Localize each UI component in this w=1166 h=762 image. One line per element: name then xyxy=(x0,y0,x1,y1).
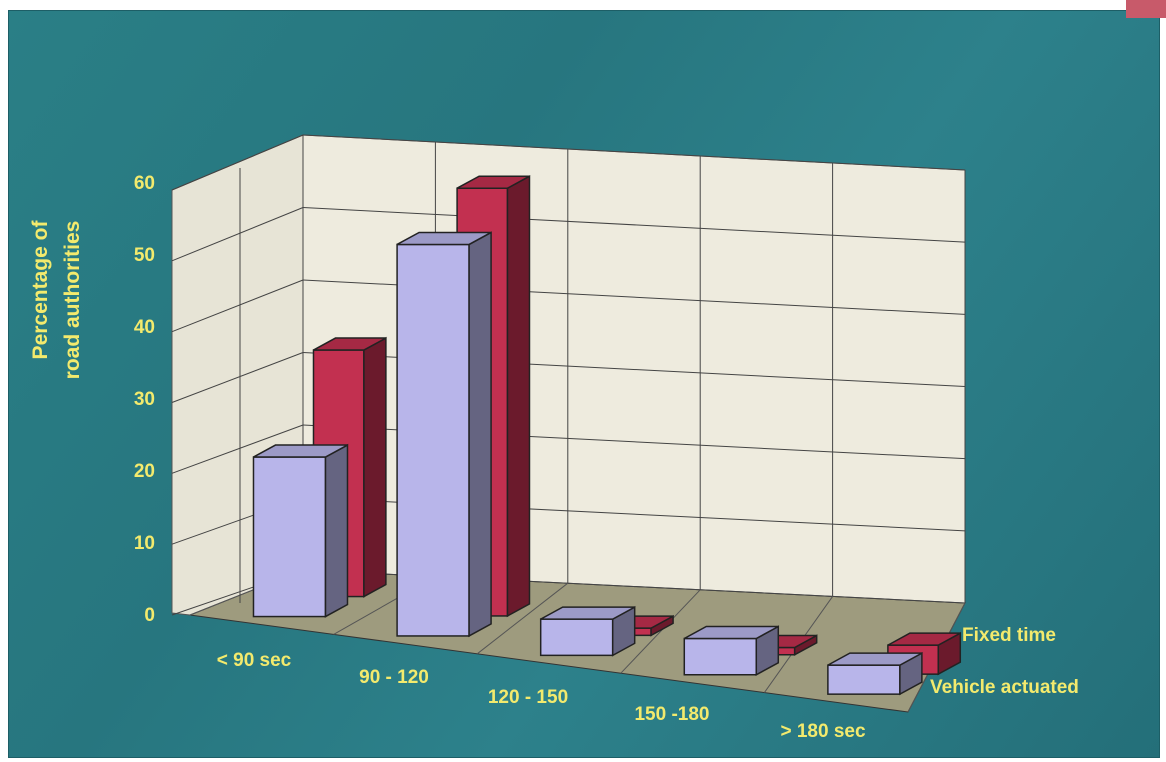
gridline-left xyxy=(171,279,304,333)
category-labels: < 90 sec 90 - 120 120 - 150 150 -180 > 180 s… xyxy=(217,650,866,742)
gridline-back xyxy=(302,134,966,171)
bar-front-face xyxy=(252,456,327,618)
gridline-back xyxy=(302,207,966,243)
series-label-vehicle-actuated: Vehicle actuated xyxy=(930,677,1079,698)
bar-top-face xyxy=(253,444,348,458)
y-tick-labels: 0 10 20 30 40 50 60 xyxy=(134,173,155,626)
bars xyxy=(252,174,962,696)
bar-side-face xyxy=(468,231,492,638)
y-tick-label: 20 xyxy=(134,461,155,482)
bar-side-face xyxy=(324,443,349,618)
bar-front-face xyxy=(827,664,901,695)
y-tick-label: 40 xyxy=(134,317,155,338)
bar-top-face xyxy=(887,632,961,646)
corner-tab xyxy=(1126,0,1166,18)
y-tick-label: 10 xyxy=(134,533,155,554)
y-tick-label: 60 xyxy=(134,173,155,194)
bar-vehicle-actuated xyxy=(396,231,492,638)
floor-line xyxy=(620,589,701,674)
gridline-left xyxy=(171,207,304,262)
gridline-left xyxy=(171,352,304,403)
bar-vehicle-actuated xyxy=(539,605,636,657)
bar-top-face xyxy=(827,652,923,666)
y-tick-label: 50 xyxy=(134,245,155,266)
bar-top-face xyxy=(683,625,779,640)
y-axis-label-line-2: road authorities xyxy=(61,221,84,380)
bar-top-face xyxy=(396,231,492,246)
bar-side-face xyxy=(506,174,531,618)
y-tick-label: 30 xyxy=(134,389,155,410)
y-tick-label: 0 xyxy=(144,605,155,626)
bar-top-face xyxy=(456,175,530,189)
series-label-fixed-time: Fixed time xyxy=(962,625,1056,646)
category-label: > 180 sec xyxy=(780,721,865,742)
series-labels: Fixed time Vehicle actuated xyxy=(930,625,1079,698)
category-label: 150 -180 xyxy=(634,704,709,725)
y-axis-label-line-1: Percentage of xyxy=(29,220,52,360)
bar-top-face xyxy=(313,337,387,351)
bar-top-face xyxy=(540,606,636,620)
bar-front-face xyxy=(539,618,614,657)
category-label: 120 - 150 xyxy=(488,687,568,708)
bar-front-face xyxy=(683,637,758,676)
gridline-left xyxy=(171,134,304,191)
bar-vehicle-actuated xyxy=(683,625,780,677)
bar-side-face xyxy=(363,336,387,598)
gridline-left xyxy=(171,424,304,474)
category-label: 90 - 120 xyxy=(359,667,429,688)
bar-vehicle-actuated xyxy=(827,651,923,696)
bar-front-face xyxy=(396,243,470,637)
bar-vehicle-actuated xyxy=(252,443,349,618)
category-label: < 90 sec xyxy=(217,650,292,671)
floor-line xyxy=(476,582,569,655)
